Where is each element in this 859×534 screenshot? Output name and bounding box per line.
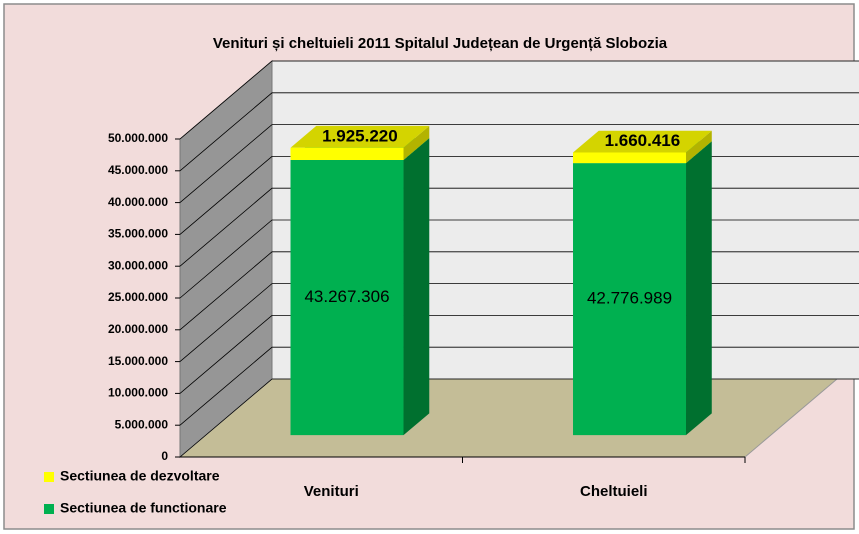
y-tick-label: 5.000.000 <box>115 417 169 431</box>
bar-side <box>403 125 430 160</box>
grid-line <box>179 219 859 299</box>
grid-line <box>179 155 859 235</box>
y-tick-label: 0 <box>161 449 168 463</box>
bar <box>573 163 687 436</box>
y-tick-label: 40.000.000 <box>108 195 168 209</box>
y-tick-label: 35.000.000 <box>108 227 168 241</box>
y-tick-label: 50.000.000 <box>108 131 168 145</box>
legend-swatch <box>44 504 54 514</box>
grid-line <box>179 251 859 331</box>
grid-line <box>179 124 859 203</box>
grid-line <box>179 187 859 267</box>
grid-line <box>179 92 859 172</box>
y-tick-label: 25.000.000 <box>108 290 168 304</box>
y-tick-label: 20.000.000 <box>108 322 168 336</box>
y-tick-label: 10.000.000 <box>108 386 168 400</box>
grid-line <box>179 314 859 394</box>
floor <box>178 378 839 458</box>
grid-line <box>179 60 859 140</box>
value-label: 42.776.989 <box>587 289 672 308</box>
legend-label: Sectiunea de functionare <box>60 500 227 516</box>
legend-label: Sectiunea de dezvoltare <box>60 468 220 484</box>
grid-line <box>179 346 859 426</box>
bar-side <box>403 138 430 436</box>
legend-swatch <box>44 472 54 482</box>
x-tick-label: Venituri <box>304 483 359 500</box>
grid-line <box>179 283 859 362</box>
bar-side <box>686 141 712 436</box>
bar <box>573 152 687 164</box>
value-label: 1.660.416 <box>605 131 681 150</box>
y-tick-label: 15.000.000 <box>108 354 168 368</box>
y-tick-label: 45.000.000 <box>108 163 168 177</box>
value-label: 1.925.220 <box>322 126 398 145</box>
bar <box>290 147 404 160</box>
bar-top <box>573 130 712 153</box>
y-tick-label: 30.000.000 <box>108 258 168 272</box>
bar-side <box>686 130 712 164</box>
x-tick-label: Cheltuieli <box>580 483 648 500</box>
bar-top <box>290 125 430 148</box>
grid-line <box>179 378 859 458</box>
value-label: 43.267.306 <box>304 287 389 306</box>
chart-title: Venituri și cheltuieli 2011 Spitalul Jud… <box>213 35 668 52</box>
bar <box>290 159 404 436</box>
